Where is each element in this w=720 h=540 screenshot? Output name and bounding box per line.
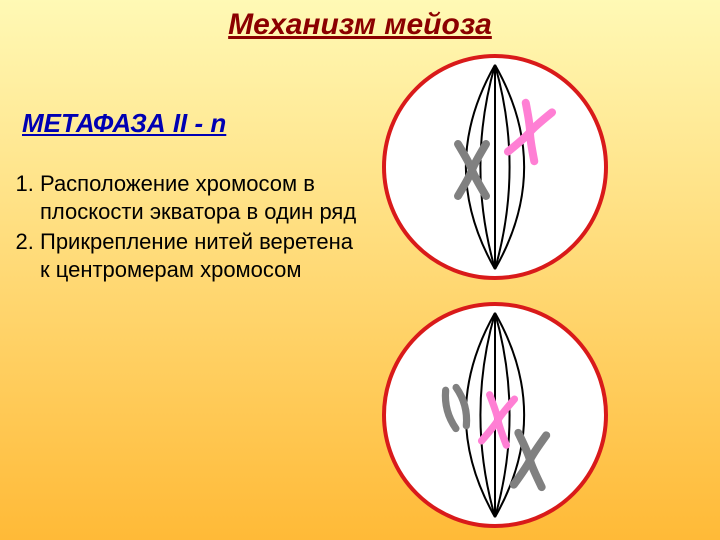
- slide-title: Механизм мейоза: [0, 8, 720, 42]
- list-item: Прикрепление нитей веретена к центромера…: [40, 228, 360, 284]
- bullet-list: Расположение хромосом в плоскости эквато…: [12, 170, 360, 287]
- slide-subtitle: МЕТАФАЗА II - n: [22, 108, 226, 139]
- slide-root: Механизм мейоза МЕТАФАЗА II - n Располож…: [0, 0, 720, 540]
- list-item: Расположение хромосом в плоскости эквато…: [40, 170, 360, 226]
